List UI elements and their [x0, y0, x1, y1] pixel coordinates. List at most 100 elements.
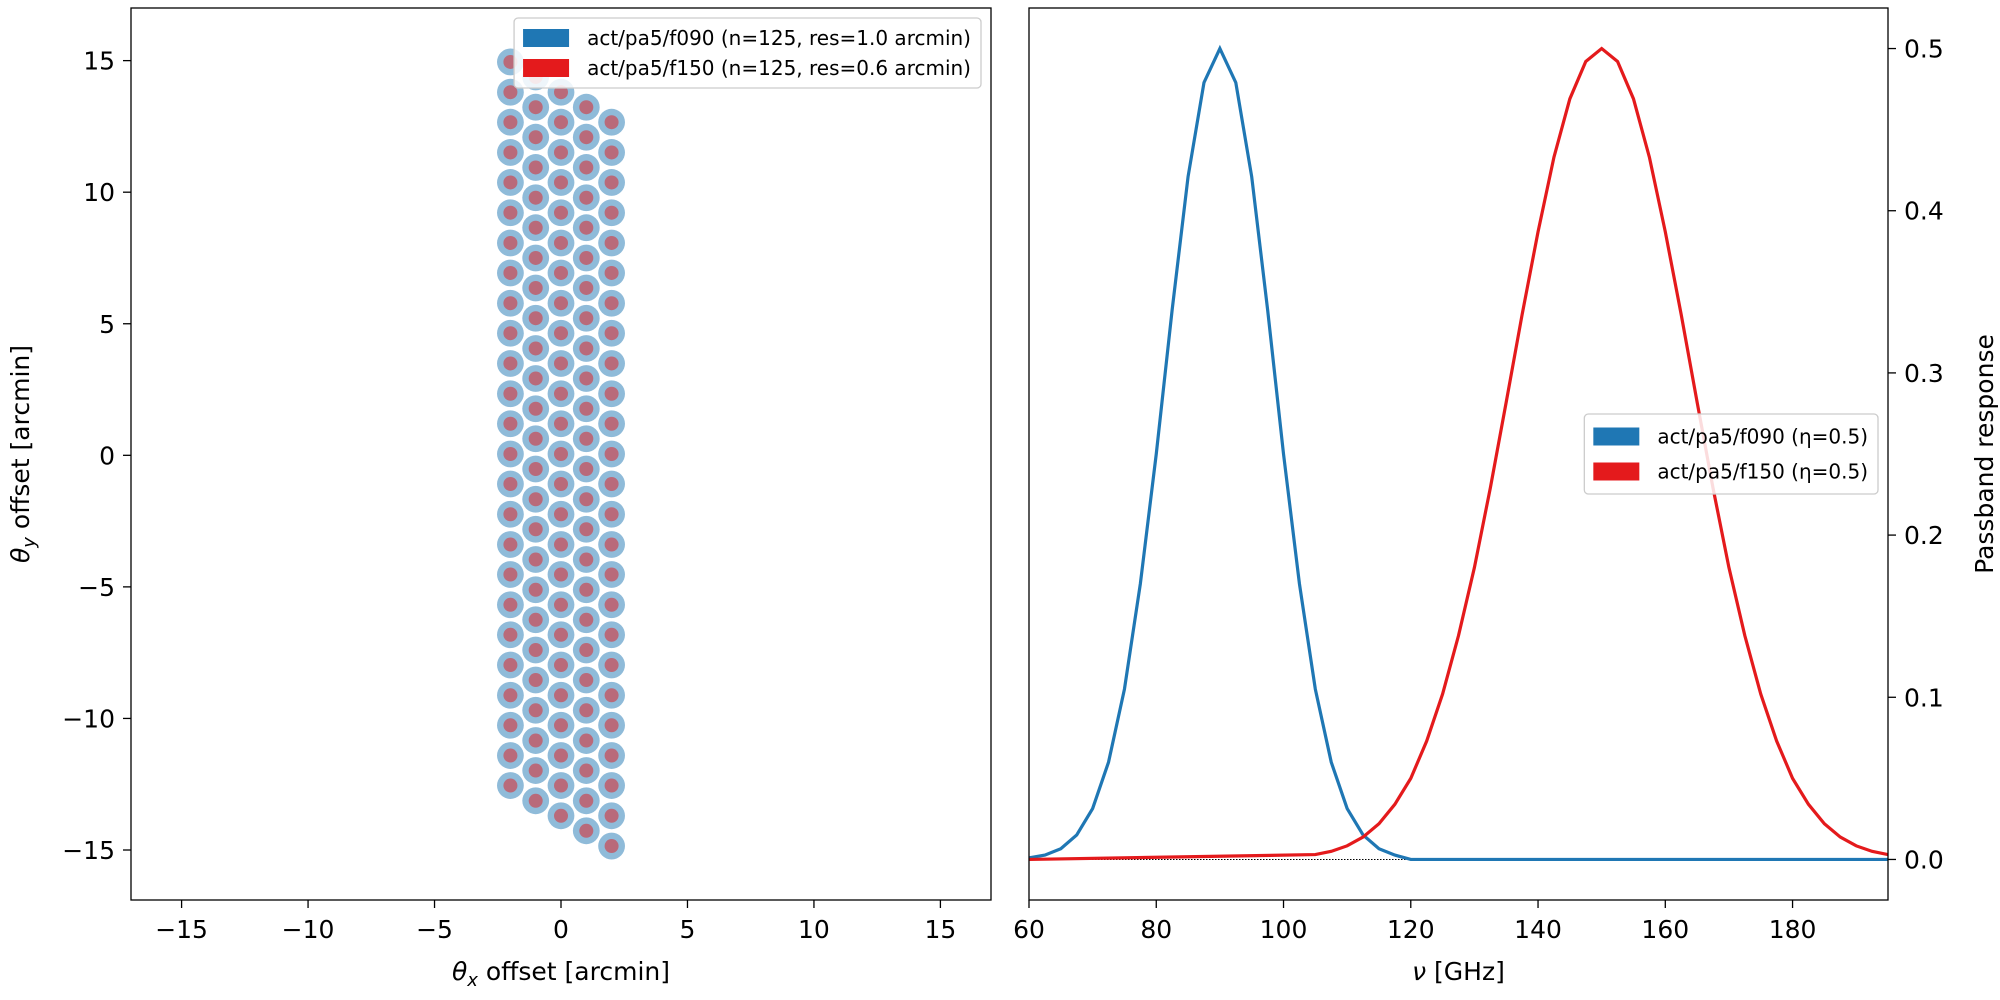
y-tick-label: −10 — [62, 704, 115, 733]
detector — [503, 326, 518, 341]
detector — [528, 522, 543, 537]
detector — [503, 537, 518, 552]
y-tick-label: −15 — [62, 836, 115, 865]
detector — [528, 100, 543, 115]
detector — [604, 386, 619, 401]
passband-line — [1029, 44, 1888, 862]
detector — [554, 235, 568, 250]
detector — [503, 447, 518, 461]
detector — [604, 808, 619, 823]
detector — [579, 401, 594, 416]
detector — [554, 296, 568, 311]
detector — [554, 688, 568, 703]
x-tick-label: 10 — [798, 915, 830, 944]
detector — [554, 326, 568, 341]
detector — [604, 235, 619, 250]
axis-label: θy offset [arcmin] — [6, 345, 40, 563]
detector — [503, 296, 518, 311]
detector — [554, 778, 568, 793]
detector — [604, 205, 619, 220]
detector — [528, 612, 543, 627]
detector — [579, 673, 594, 688]
detector — [579, 793, 594, 808]
detector — [604, 145, 619, 160]
legend-label: act/pa5/f150 (η=0.5) — [1657, 460, 1868, 484]
detector — [579, 823, 594, 838]
detector — [528, 793, 543, 808]
detector — [503, 748, 518, 763]
label-subscript: x — [466, 970, 478, 991]
detector — [554, 205, 568, 220]
legend: act/pa5/f090 (η=0.5) act/pa5/f150 (η=0.5) — [1583, 413, 1879, 495]
detector — [604, 567, 619, 582]
detector — [579, 461, 594, 476]
label-symbol: ν — [1412, 957, 1426, 986]
legend-label: act/pa5/f090 (n=125, res=1.0 arcmin) — [587, 26, 971, 50]
detector — [579, 190, 594, 205]
detector — [528, 220, 543, 235]
detector — [554, 265, 568, 280]
y-tick-label: 0.3 — [1904, 359, 1944, 388]
detector — [503, 85, 518, 100]
x-tick-label: −15 — [155, 915, 208, 944]
detector — [503, 356, 518, 371]
axis-label: θx offset [arcmin] — [452, 957, 670, 991]
legend-patch — [1593, 462, 1640, 481]
x-tick-label: 0 — [553, 915, 569, 944]
x-tick-label: 120 — [1387, 915, 1435, 944]
detector — [604, 537, 619, 552]
detector — [604, 326, 619, 341]
detector — [503, 627, 518, 642]
detector — [554, 597, 568, 612]
detector — [503, 718, 518, 733]
detector — [528, 461, 543, 476]
label-subscript: y — [19, 537, 40, 549]
detector — [503, 386, 518, 401]
detector — [503, 658, 518, 673]
detector — [528, 311, 543, 326]
y-tick-label: 0.2 — [1904, 521, 1944, 550]
detector — [579, 552, 594, 567]
x-tick-label: 160 — [1641, 915, 1689, 944]
axes-frame — [1028, 7, 1889, 901]
detector — [579, 280, 594, 295]
detector — [579, 130, 594, 145]
detector — [554, 507, 568, 522]
detector — [579, 643, 594, 658]
y-tick-label: 5 — [99, 310, 115, 339]
detector — [579, 160, 594, 175]
legend-patch — [523, 59, 570, 77]
detector — [604, 447, 619, 461]
y-tick-label: −5 — [78, 573, 115, 602]
detector — [579, 431, 594, 446]
chart: 60 80 100 120 140 160 180 0.0 0.1 0.2 0.3 0.4 0.5 ν [… — [1013, 7, 1999, 986]
detector — [554, 416, 568, 431]
legend-box — [1583, 413, 1879, 495]
detector — [528, 341, 543, 356]
legend: act/pa5/f090 (n=125, res=1.0 arcmin) act/… — [513, 17, 982, 89]
detector — [528, 673, 543, 688]
detector — [528, 130, 543, 145]
detector — [554, 537, 568, 552]
detector — [503, 205, 518, 220]
detector — [579, 492, 594, 507]
label-text: offset [arcmin] — [6, 345, 35, 537]
detector — [554, 356, 568, 371]
detector — [554, 476, 568, 491]
detector — [554, 386, 568, 401]
detector — [604, 416, 619, 431]
detector — [528, 763, 543, 778]
detector — [503, 265, 518, 280]
y-tick-label: 15 — [83, 47, 115, 76]
detector — [554, 658, 568, 673]
x-tick-label: −10 — [282, 915, 335, 944]
legend-label: act/pa5/f150 (n=125, res=0.6 arcmin) — [587, 56, 971, 80]
detector — [604, 476, 619, 491]
legend-box — [513, 17, 982, 89]
detector — [503, 778, 518, 793]
detector — [604, 688, 619, 703]
detector — [554, 718, 568, 733]
detector — [604, 296, 619, 311]
